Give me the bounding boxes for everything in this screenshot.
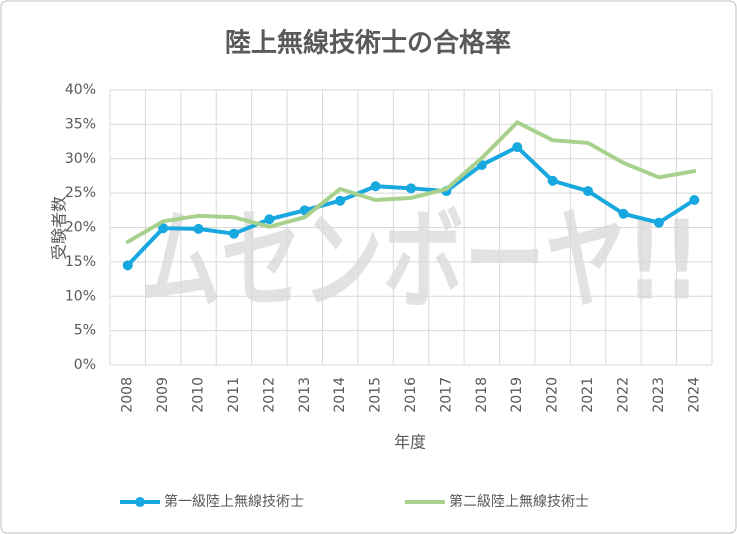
- data-point: [335, 195, 346, 206]
- legend-label: 第二級陸上無線技術士: [449, 493, 589, 510]
- y-tick-label: 0%: [74, 357, 96, 373]
- legend-marker: [135, 497, 145, 507]
- data-point: [618, 208, 629, 219]
- x-tick-label: 2023: [651, 377, 667, 413]
- x-tick-label: 2018: [474, 377, 490, 413]
- data-point: [264, 214, 275, 225]
- x-tick-label: 2010: [191, 377, 207, 413]
- y-axis-label: 受験者数: [50, 196, 69, 260]
- data-point: [689, 195, 700, 205]
- y-tick-label: 5%: [74, 323, 96, 339]
- x-tick-label: 2019: [509, 377, 525, 413]
- data-point: [228, 228, 239, 239]
- data-point: [547, 175, 558, 186]
- x-axis-label: 年度: [394, 433, 426, 452]
- y-tick-label: 40%: [65, 82, 96, 98]
- x-tick-label: 2017: [438, 377, 454, 413]
- y-tick-label: 15%: [65, 254, 96, 270]
- data-point: [370, 181, 381, 192]
- y-tick-label: 20%: [65, 220, 96, 236]
- x-tick-label: 2020: [545, 377, 561, 413]
- legend-label: 第一級陸上無線技術士: [164, 493, 304, 510]
- data-point: [193, 223, 204, 234]
- x-tick-label: 2014: [332, 377, 348, 413]
- x-tick-label: 2009: [155, 377, 171, 413]
- data-point: [512, 142, 523, 153]
- series-line: [125, 120, 697, 244]
- data-point: [122, 260, 133, 271]
- y-tick-label: 25%: [65, 185, 96, 201]
- x-tick-label: 2022: [615, 377, 631, 413]
- x-tick-label: 2013: [297, 377, 313, 413]
- chart-title: 陸上無線技術士の合格率: [225, 28, 511, 59]
- y-tick-label: 35%: [65, 116, 96, 132]
- data-point: [653, 217, 664, 228]
- data-point: [583, 186, 594, 197]
- data-point: [406, 183, 416, 194]
- x-tick-label: 2015: [368, 377, 384, 413]
- x-tick-label: 2012: [261, 377, 277, 413]
- x-tick-label: 2016: [403, 377, 419, 413]
- data-point: [158, 223, 169, 234]
- x-tick-label: 2011: [226, 377, 242, 413]
- x-tick-label: 2008: [120, 377, 136, 413]
- y-tick-label: 30%: [65, 151, 96, 167]
- x-tick-label: 2021: [580, 377, 596, 413]
- x-tick-label: 2024: [686, 377, 702, 413]
- y-tick-label: 10%: [65, 288, 96, 304]
